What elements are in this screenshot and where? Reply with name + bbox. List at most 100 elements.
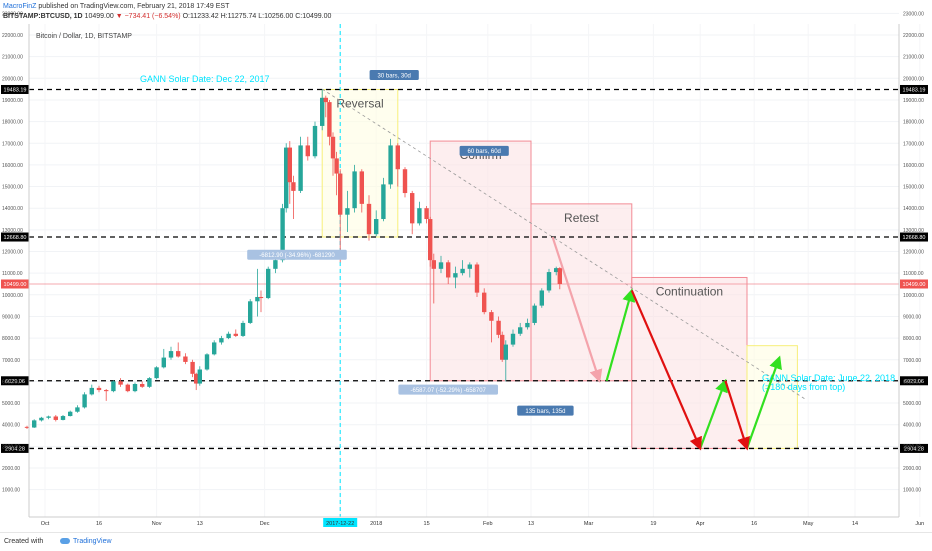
gann-label-june: (=180 days from top): [762, 382, 845, 392]
x-tick-highlight: [323, 518, 358, 527]
candle-body: [291, 182, 296, 191]
candle-body: [248, 301, 253, 323]
candle-body: [438, 262, 444, 269]
projection-arrow-down: [630, 290, 702, 451]
y-tick-label-right: 5000.00: [903, 401, 921, 407]
measures: 30 bars, 30d 60 bars, 60d 135 bars, 135d -6…: [247, 70, 574, 416]
price-badge-label: 19483.19: [903, 88, 926, 94]
measure-badge: [398, 384, 498, 395]
y-tick-label-left: 5000.00: [2, 401, 20, 407]
candle-body: [352, 171, 357, 209]
candle-body: [431, 260, 436, 269]
candle-body: [410, 193, 415, 224]
y-tick-label-left: 18000.00: [2, 120, 23, 126]
measure-label: 30 bars, 30d: [378, 73, 411, 79]
y-tick-label-right: 1000.00: [903, 488, 921, 494]
candle-body: [320, 97, 325, 126]
candle-body: [111, 381, 116, 392]
price-badge-label: 6029.06: [904, 379, 924, 385]
y-tick-label-right: 14000.00: [903, 206, 924, 212]
candle-body: [557, 268, 562, 284]
created-with-label: Created with: [4, 538, 44, 545]
tradingview-link[interactable]: TradingView: [60, 538, 112, 545]
x-tick-label: Jun: [915, 521, 924, 527]
candle-body: [39, 417, 44, 421]
measure-badge: [517, 405, 574, 416]
x-tick-label: 16: [751, 521, 757, 527]
x-tick-label: Mar: [584, 521, 594, 527]
gann-label-june: GANN Solar Date: June 22, 2018: [762, 373, 895, 383]
candle-body: [503, 344, 508, 360]
candle-body: [280, 208, 285, 261]
author-link[interactable]: MacroFinZ: [3, 3, 37, 10]
candle-body: [381, 184, 386, 220]
candle-body: [323, 97, 328, 103]
x-tick-label: Dec: [260, 521, 270, 527]
price-badge-label: 10499.00: [4, 282, 27, 288]
zone-box: [429, 140, 532, 382]
candles: [24, 89, 562, 430]
y-tick-label-right: 12000.00: [903, 250, 924, 256]
price-badge-label: 2904.28: [904, 447, 924, 453]
x-tick-label: 13: [197, 521, 203, 527]
y-tick-label-right: 3000.00: [903, 444, 921, 450]
measure-badge: [459, 145, 509, 156]
candle-body: [532, 305, 537, 323]
symbol-label: BITSTAMP:BTCUSD, 1D: [3, 13, 83, 20]
y-tick-label-left: 21000.00: [2, 55, 23, 61]
price-badge-left: [1, 84, 29, 94]
publish-line: MacroFinZ published on TradingView.com, …: [3, 2, 229, 12]
x-tick-label: 14: [852, 521, 858, 527]
candle-body: [284, 147, 289, 209]
measure-badge: [369, 70, 419, 81]
candle-body: [359, 171, 364, 204]
y-tick-label-left: 13000.00: [2, 228, 23, 234]
candle-body: [298, 145, 303, 191]
candle-body: [68, 411, 73, 417]
y-tick-label-right: 16000.00: [903, 163, 924, 169]
symbol-line: BITSTAMP:BTCUSD, 1D 10499.00 ▼ −734.41 (…: [3, 12, 331, 22]
candle-body: [147, 378, 152, 387]
candle-body: [125, 384, 130, 392]
y-tick-label-right: 22000.00: [903, 33, 924, 39]
candle-body: [453, 273, 458, 278]
candle-body: [312, 125, 318, 157]
zone-box: [530, 203, 633, 382]
candle-body: [219, 338, 224, 343]
y-tick-label-right: 17000.00: [903, 141, 924, 147]
candle-body: [428, 219, 433, 261]
y-tick-label-right: 6000.00: [903, 379, 921, 385]
price-badge-left: [1, 232, 29, 242]
measure-label: 135 bars, 135d: [525, 409, 565, 415]
price-badge-right: [900, 84, 928, 94]
candle-body: [330, 136, 336, 159]
candle-body: [554, 268, 559, 273]
price-badge-left: [1, 279, 29, 289]
candle-body: [75, 407, 80, 412]
candle-body: [255, 296, 260, 302]
zone-label: Continuation: [656, 284, 723, 298]
candle-body: [305, 145, 310, 157]
candle-body: [374, 219, 379, 235]
projection-arrows: [551, 236, 782, 451]
y-tick-label-left: 3000.00: [2, 444, 20, 450]
x-tick-label: 15: [424, 521, 430, 527]
axes: 1000.00 1000.00 2000.00 2000.00 3000.00 3000.…: [2, 11, 924, 527]
candle-body: [154, 367, 159, 379]
y-tick-label-right: 7000.00: [903, 358, 921, 364]
candle-body: [140, 383, 145, 387]
price-badge-label: 6029.06: [5, 379, 25, 385]
projection-arrow-up: [605, 288, 636, 382]
price-chart[interactable]: ReversalConfirmRetestContinuation 19483.…: [0, 0, 932, 532]
y-tick-label-right: 18000.00: [903, 120, 924, 126]
candle-body: [273, 260, 278, 269]
price-badge-label: 19483.19: [4, 88, 27, 94]
candle-body: [489, 312, 494, 321]
x-tick-label: 2017-12-22: [326, 521, 354, 527]
y-tick-label-left: 19000.00: [2, 98, 23, 104]
candle-body: [118, 381, 123, 385]
measure-badge: [247, 249, 347, 260]
chart-header: MacroFinZ published on TradingView.com, …: [0, 0, 932, 24]
candle-body: [474, 264, 480, 293]
footer: Created with TradingView: [0, 532, 932, 551]
